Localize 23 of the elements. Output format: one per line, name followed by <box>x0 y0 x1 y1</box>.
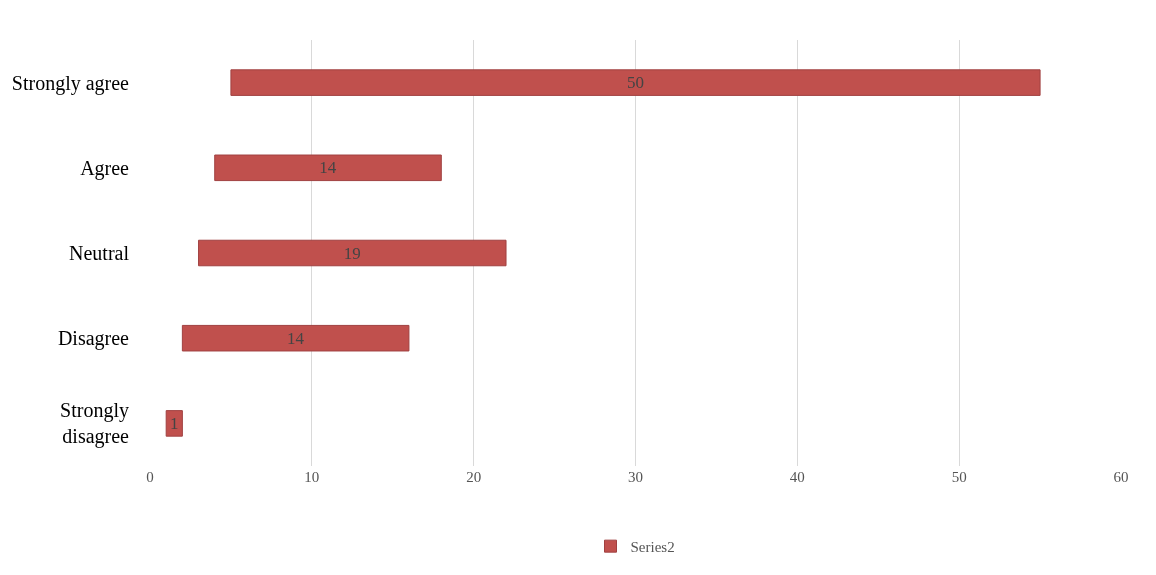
data-label: 14 <box>319 158 337 178</box>
legend-label: Series2 <box>630 539 675 555</box>
x-tick-label: 20 <box>466 469 482 485</box>
x-tick-label: 60 <box>1113 469 1129 485</box>
data-label: 50 <box>627 73 644 93</box>
y-tick-label: Neutral <box>69 242 130 264</box>
bar <box>198 239 507 267</box>
x-tick-label: 50 <box>951 469 967 485</box>
y-tick-label: Strongly agree <box>11 71 130 95</box>
y-tick-label: Strongly disagree <box>60 399 130 449</box>
y-tick-label: Disagree <box>57 327 130 351</box>
bar <box>165 410 183 437</box>
bar <box>230 69 1041 96</box>
x-tick-label: 10 <box>304 469 320 485</box>
y-tick-label: Agree <box>80 156 130 180</box>
data-label: 1 <box>170 413 179 433</box>
data-label: 19 <box>343 243 361 263</box>
x-tick-label: 40 <box>789 469 805 485</box>
data-label: 14 <box>286 328 305 348</box>
x-tick-label: 0 <box>146 469 154 485</box>
bar <box>214 154 442 182</box>
x-tick-label: 30 <box>628 469 643 485</box>
bar <box>181 324 410 352</box>
